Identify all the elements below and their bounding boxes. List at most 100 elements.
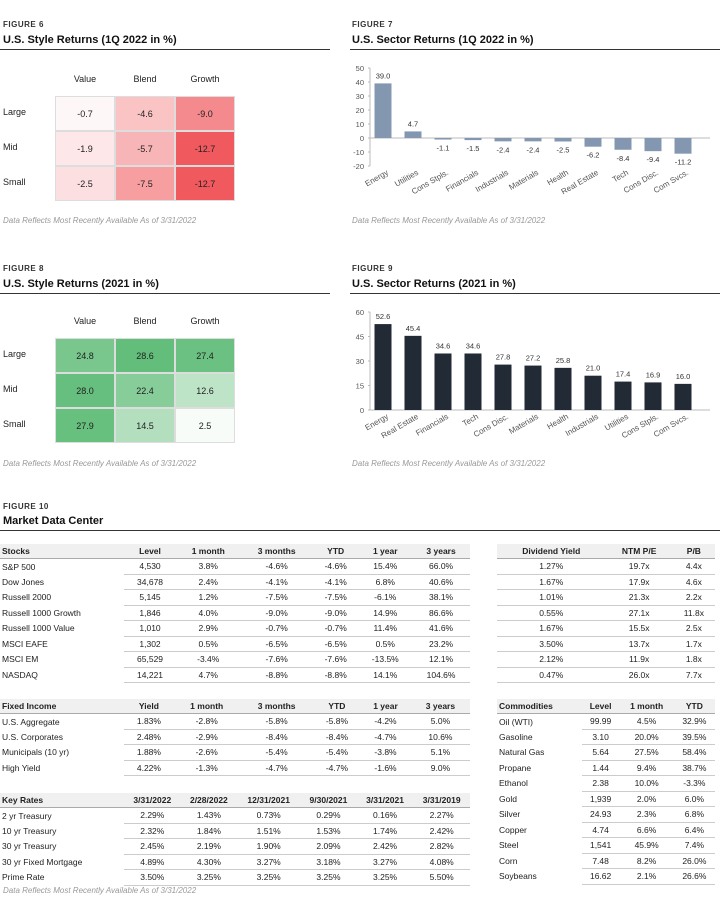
column-header: 3 months bbox=[240, 544, 313, 559]
table-row: 1.67% 17.9x 4.6x bbox=[497, 574, 715, 590]
column-header: 1 year bbox=[360, 699, 411, 714]
table-cell: 12.1% bbox=[412, 651, 470, 668]
heatmap-cell: -12.7 bbox=[175, 131, 235, 166]
table-cell: 2.0% bbox=[619, 791, 674, 807]
data-label: 27.2 bbox=[526, 354, 541, 363]
table-cell: 6.8% bbox=[673, 806, 715, 823]
table-row: High Yield 4.22% -1.3% -4.7% -4.7% -1.6% 9.0% bbox=[0, 760, 470, 776]
table-cell: 40.6% bbox=[412, 574, 470, 590]
table-cell: 10.0% bbox=[619, 775, 674, 792]
figure-10-note: Data Reflects Most Recently Available As… bbox=[3, 886, 197, 895]
category-label: Materials bbox=[507, 168, 540, 192]
data-label: 52.6 bbox=[376, 312, 391, 321]
row-label: Prime Rate bbox=[2, 872, 45, 883]
table-cell: 1.84% bbox=[180, 823, 238, 839]
row-label: Ethanol bbox=[499, 778, 528, 789]
column-header: NTM P/E bbox=[605, 544, 673, 559]
table-cell: 3.25% bbox=[237, 869, 301, 886]
table-cell: 3.10 bbox=[581, 729, 620, 745]
table-cell: 4.5% bbox=[619, 713, 674, 730]
y-tick-label: 45 bbox=[356, 333, 364, 342]
table-cell: 3.18% bbox=[300, 854, 357, 870]
table-cell: -0.7% bbox=[240, 620, 313, 637]
heatmap-cell: -0.7 bbox=[55, 96, 115, 131]
table-cell: 0.5% bbox=[176, 636, 241, 652]
category-label: Industrials bbox=[564, 412, 600, 438]
style-returns-1q2022-heatmap: Value Blend Growth Large -0.7 -4.6 -9.0 Mid -1.9… bbox=[3, 74, 243, 204]
header-row: Fixed Income Yield 1 month 3 months YTD 1 yea… bbox=[0, 699, 470, 714]
data-label: 21.0 bbox=[586, 364, 601, 373]
table-row: 2 yr Treasury 2.29% 1.43% 0.73% 0.29% 0.16% 2.… bbox=[0, 807, 470, 824]
column-header: YTD bbox=[673, 699, 715, 714]
row-label: NASDAQ bbox=[2, 669, 38, 680]
table-cell: 2.38 bbox=[581, 775, 620, 792]
y-tick-label: 0 bbox=[360, 406, 364, 415]
figure-7-note: Data Reflects Most Recently Available As… bbox=[352, 216, 546, 225]
data-label: -2.4 bbox=[527, 145, 540, 154]
y-tick-label: 0 bbox=[360, 134, 364, 143]
table-row: Russell 1000 Value 1,010 2.9% -0.7% -0.7% 11.… bbox=[0, 620, 470, 637]
table-cell: -3.8% bbox=[360, 744, 411, 761]
column-header: YTD bbox=[313, 699, 361, 714]
table-cell: 4.4x bbox=[672, 558, 715, 575]
table-row: Municipals (10 yr) 1.88% -2.6% -5.4% -5.4% -3… bbox=[0, 744, 470, 761]
table-row: Dow Jones 34,678 2.4% -4.1% -4.1% 6.8% 40.6% bbox=[0, 574, 470, 590]
row-label: Soybeans bbox=[499, 871, 537, 882]
sector-returns-1q2022-chart: 50403020100-10-2039.0Energy4.7Utilities-… bbox=[353, 64, 710, 196]
table-cell: 2.09% bbox=[300, 838, 357, 855]
table-cell: -4.7% bbox=[239, 760, 314, 776]
row-label: Small bbox=[3, 177, 26, 187]
table-cell: -6.1% bbox=[358, 589, 413, 606]
stocks-table: Stocks Level 1 month 3 months YTD 1 year 3 yea… bbox=[0, 544, 470, 683]
table-cell: 6.6% bbox=[619, 822, 674, 838]
figure-9-note: Data Reflects Most Recently Available As… bbox=[352, 459, 546, 468]
table-row: Gasoline 3.10 20.0% 39.5% bbox=[497, 729, 715, 745]
table-cell: 23.2% bbox=[412, 636, 470, 652]
row-label: 30 yr Treasury bbox=[2, 841, 57, 852]
table-cell: -8.4% bbox=[313, 729, 361, 745]
data-label: 27.8 bbox=[496, 353, 511, 362]
table-cell: -4.7% bbox=[360, 729, 411, 745]
table-cell: 1,939 bbox=[581, 791, 620, 807]
row-label: 2 yr Treasury bbox=[2, 810, 52, 821]
column-header: Key Rates bbox=[0, 793, 124, 808]
table-cell: 5.50% bbox=[413, 869, 470, 886]
bar bbox=[404, 335, 422, 410]
table-row: Silver 24.93 2.3% 6.8% bbox=[497, 806, 715, 823]
table-cell: 1.74% bbox=[356, 823, 414, 839]
table-cell: 19.7x bbox=[605, 558, 673, 575]
table-cell: -9.0% bbox=[240, 605, 313, 621]
bar bbox=[524, 365, 542, 410]
data-label: 16.9 bbox=[646, 370, 661, 379]
table-cell: 4.0% bbox=[176, 605, 241, 621]
bar bbox=[494, 138, 512, 142]
divider bbox=[0, 530, 720, 531]
table-row: MSCI EAFE 1,302 0.5% -6.5% -6.5% 0.5% 23.2% bbox=[0, 636, 470, 652]
table-cell: 45.9% bbox=[619, 837, 674, 854]
table-cell: 17.9x bbox=[605, 574, 673, 590]
table-row: Russell 1000 Growth 1,846 4.0% -9.0% -9.0% 14… bbox=[0, 605, 470, 621]
table-cell: 1.8x bbox=[672, 651, 715, 668]
column-header: 1 month bbox=[619, 699, 674, 714]
column-header: Value bbox=[73, 316, 97, 326]
table-cell: 4.6x bbox=[672, 574, 715, 590]
y-tick-label: 60 bbox=[356, 308, 364, 317]
table-row: NASDAQ 14,221 4.7% -8.8% -8.8% 14.1% 104.6% bbox=[0, 667, 470, 683]
table-row: Russell 2000 5,145 1.2% -7.5% -7.5% -6.1% 38.1… bbox=[0, 589, 470, 606]
table-cell: 2.42% bbox=[356, 838, 414, 855]
table-cell: 3.25% bbox=[300, 869, 357, 886]
bar bbox=[494, 364, 512, 410]
row-label: 30 yr Fixed Mortgage bbox=[2, 856, 83, 867]
table-cell: 1.90% bbox=[237, 838, 301, 855]
bar bbox=[674, 138, 692, 154]
table-cell: 4.7% bbox=[176, 667, 241, 683]
column-header: 2/28/2022 bbox=[180, 793, 238, 808]
y-tick-label: 20 bbox=[356, 106, 364, 115]
divider bbox=[0, 293, 330, 294]
table-cell: 66.0% bbox=[412, 558, 470, 575]
bar bbox=[554, 138, 572, 142]
heatmap-cell: 28.0 bbox=[55, 373, 115, 408]
table-cell: 3.27% bbox=[237, 854, 301, 870]
table-cell: 0.29% bbox=[300, 807, 357, 824]
column-header: 3/31/2021 bbox=[356, 793, 414, 808]
